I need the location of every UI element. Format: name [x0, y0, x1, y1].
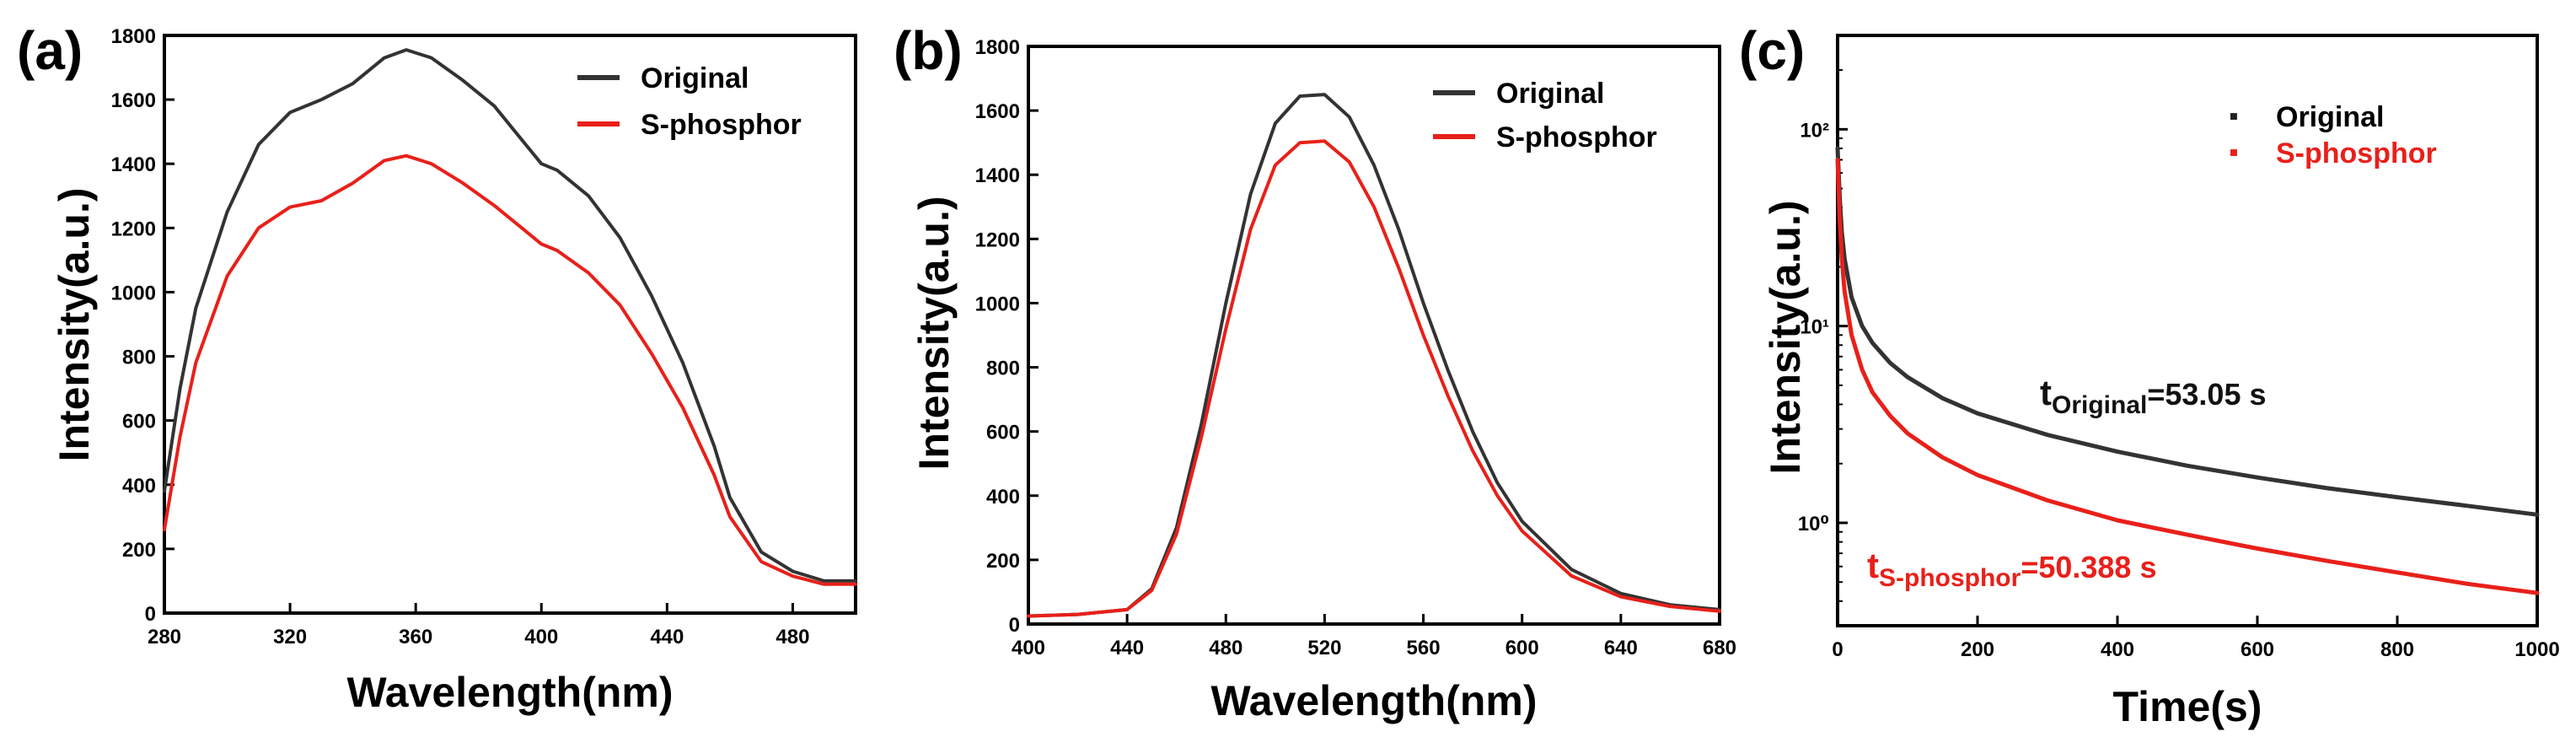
x-ticks-a: 280 320 360 400 440 480	[148, 603, 809, 648]
y-axis-label-a: Intensity(a.u.)	[51, 187, 98, 461]
y-ticks-b: 0 200 400 600 800 1000 1200 1400 1600 1800	[975, 36, 1038, 637]
y-tick-label-b: 0	[1009, 614, 1020, 637]
x-ticks-b: 400 440 480 520 560 600 640 680	[1012, 614, 1736, 659]
legend-label-original-c: Original	[2276, 101, 2384, 133]
y-tick-label-a: 1600	[111, 89, 156, 112]
legend-a: Original S-phosphor	[577, 62, 802, 141]
series-line-original-a	[163, 48, 857, 583]
y-tick-label-c: 10⁰	[1798, 513, 1829, 535]
x-tick-label-b: 600	[1505, 637, 1539, 659]
legend-label-original-b: Original	[1496, 78, 1604, 110]
x-tick-label-c: 400	[2101, 638, 2134, 661]
x-tick-label-c: 200	[1961, 638, 1994, 661]
y-tick-label-a: 600	[122, 411, 156, 433]
x-tick-label-a: 320	[273, 626, 307, 648]
legend-marker-original-c: ▪	[2229, 100, 2238, 131]
y-axis-label-b: Intensity(a.u.)	[910, 196, 958, 470]
panel-b: (b) 400 440 480 520 560 600 640 680 0 200 400 600 8…	[894, 20, 1736, 724]
y-tick-label-b: 1800	[975, 36, 1020, 59]
legend-b: Original S-phosphor	[1433, 78, 1657, 153]
y-tick-label-a: 1000	[111, 282, 156, 304]
panel-c: (c) 0 200 400 600 800 1000 10⁰ 10¹ 10² ▪ Origin…	[1739, 20, 2560, 730]
panel-label-b: (b)	[894, 20, 963, 81]
series-line-s-phosphor-a	[163, 153, 857, 586]
plot-frame-a	[163, 34, 857, 615]
y-tick-label-a: 800	[122, 347, 156, 369]
x-tick-label-b: 560	[1407, 637, 1441, 659]
series-lines-b	[1027, 93, 1721, 618]
panel-label-c: (c)	[1739, 20, 1805, 81]
y-tick-label-a: 1400	[111, 153, 156, 176]
series-line-s-phosphor-b	[1027, 139, 1721, 618]
legend-label-s-phosphor-b: S-phosphor	[1496, 121, 1657, 153]
y-tick-label-b: 600	[986, 422, 1020, 444]
series-line-original-b	[1027, 93, 1721, 618]
x-tick-label-a: 280	[148, 626, 181, 648]
series-lines-c	[1835, 146, 2540, 595]
legend-label-s-phosphor-a: S-phosphor	[641, 109, 802, 141]
x-tick-label-b: 480	[1209, 637, 1242, 659]
y-tick-label-c: 10²	[1800, 119, 1829, 142]
legend-label-original-a: Original	[641, 62, 749, 94]
x-tick-label-a: 400	[524, 626, 558, 648]
y-tick-label-a: 1800	[111, 25, 156, 48]
x-tick-label-c: 0	[1832, 638, 1843, 661]
y-tick-label-a: 1200	[111, 218, 156, 240]
annotation-t-s-phosphor: tS-phosphor=50.388 s	[1867, 546, 2156, 592]
y-tick-label-b: 200	[986, 550, 1020, 573]
legend-marker-s-phosphor-c: ▪	[2229, 137, 2238, 167]
series-line-s-phosphor-c	[1835, 158, 2540, 595]
x-axis-label-c: Time(s)	[2113, 683, 2262, 730]
x-tick-label-c: 800	[2380, 638, 2414, 661]
y-tick-label-a: 200	[122, 539, 156, 562]
y-tick-label-b: 1400	[975, 164, 1020, 187]
y-tick-label-b: 1000	[975, 293, 1020, 315]
x-tick-label-b: 640	[1604, 637, 1638, 659]
y-tick-label-a: 0	[145, 603, 156, 626]
y-tick-label-b: 1200	[975, 229, 1020, 251]
legend-c: ▪ Original ▪ S-phosphor	[2229, 100, 2436, 170]
plot-frame-c	[1836, 34, 2539, 627]
x-tick-label-b: 680	[1703, 637, 1736, 659]
x-tick-label-a: 480	[775, 626, 809, 648]
y-ticks-c: 10⁰ 10¹ 10²	[1798, 69, 1848, 627]
x-tick-label-c: 600	[2241, 638, 2274, 661]
x-tick-label-a: 360	[399, 626, 432, 648]
x-ticks-c: 0 200 400 600 800 1000	[1832, 616, 2560, 661]
y-tick-label-a: 400	[122, 475, 156, 498]
y-tick-label-b: 800	[986, 358, 1020, 380]
y-tick-label-b: 1600	[975, 100, 1020, 123]
series-lines-a	[163, 48, 857, 586]
plot-frame-b	[1027, 45, 1721, 626]
panel-label-a: (a)	[17, 20, 83, 81]
x-tick-label-c: 1000	[2514, 638, 2559, 661]
y-axis-label-c: Intensity(a.u.)	[1762, 200, 1809, 474]
series-line-original-c	[1835, 146, 2540, 517]
x-tick-label-b: 440	[1110, 637, 1144, 659]
y-tick-label-c: 10¹	[1800, 316, 1829, 339]
y-ticks-a: 0 200 400 600 800 1000 1200 1400 1600 1800	[111, 25, 174, 626]
x-tick-label-a: 440	[650, 626, 684, 648]
legend-label-s-phosphor-c: S-phosphor	[2276, 137, 2437, 170]
x-axis-label-a: Wavelength(nm)	[346, 669, 673, 716]
x-tick-label-b: 520	[1307, 637, 1341, 659]
panel-a: (a) 280 320 360 400 440 480 0 200 400 600 800 1000…	[17, 20, 857, 716]
x-axis-label-b: Wavelength(nm)	[1210, 677, 1537, 724]
x-tick-label-b: 400	[1012, 637, 1045, 659]
annotation-t-original: tOriginal=53.05 s	[2040, 373, 2267, 419]
y-tick-label-b: 400	[986, 486, 1020, 509]
